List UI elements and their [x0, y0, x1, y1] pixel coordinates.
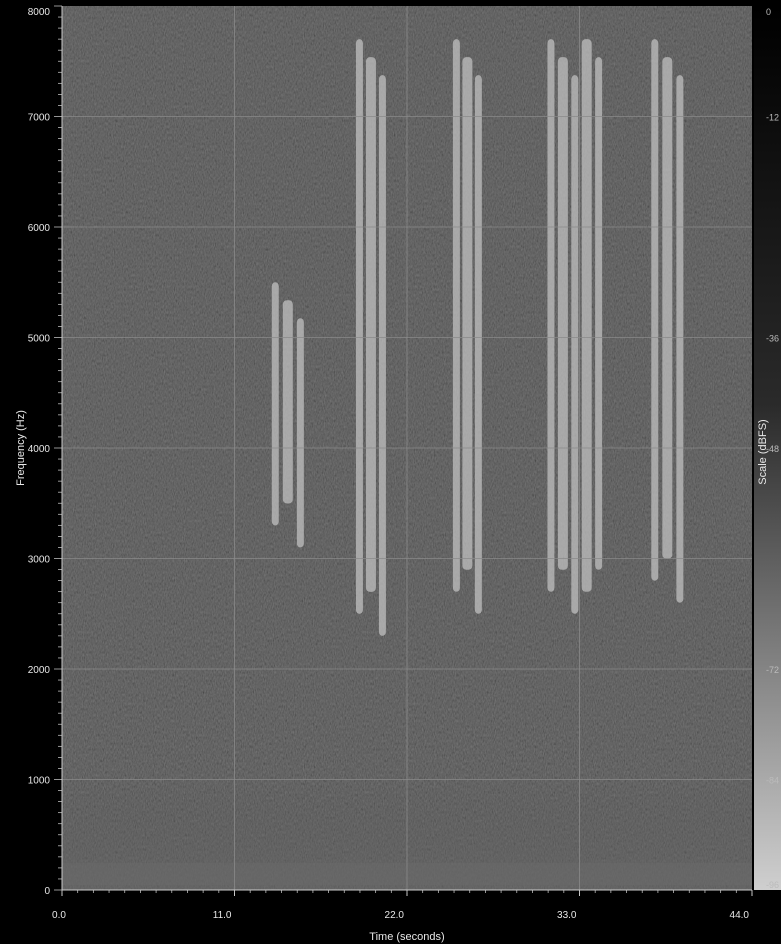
signal-events-layer	[271, 39, 684, 636]
y-tick-label: 6000	[28, 223, 51, 234]
y-tick-label: 8000	[28, 7, 51, 18]
y-tick-label: 0	[44, 886, 50, 897]
signal-streak	[271, 282, 279, 526]
signal-streak	[296, 318, 304, 548]
x-tick-label: 33.0	[557, 910, 577, 921]
signal-streak	[557, 57, 568, 570]
colorbar-tick-label: -48	[766, 444, 779, 454]
y-tick-label: 7000	[28, 113, 51, 124]
signal-streak	[547, 39, 555, 592]
signal-streak	[581, 39, 592, 592]
signal-streak	[651, 39, 659, 581]
signal-streak	[378, 75, 386, 636]
x-tick-label: 44.0	[730, 910, 750, 921]
signal-streak	[595, 57, 603, 570]
grid-layer	[62, 6, 752, 890]
signal-streak	[365, 57, 376, 592]
signal-streak	[676, 75, 684, 603]
x-axis-title: Time (seconds)	[369, 931, 444, 943]
colorbar-tick-label: -84	[766, 776, 779, 786]
y-axis-title: Frequency (Hz)	[15, 410, 27, 486]
signal-streak	[474, 75, 482, 614]
signal-streak	[282, 300, 293, 504]
colorbar-ticks: 0 -12 -36 -48 -72 -84 -96	[766, 7, 779, 890]
signal-streak	[462, 57, 473, 570]
colorbar-tick-label: -96	[766, 880, 779, 890]
y-tick-label: 1000	[28, 776, 51, 787]
colorbar-tick-label: 0	[766, 7, 771, 17]
x-tick-label: 11.0	[213, 910, 232, 921]
y-tick-label: 3000	[28, 555, 51, 566]
signal-streak	[571, 75, 579, 614]
colorbar	[754, 6, 781, 890]
colorbar-tick-label: -12	[766, 113, 779, 123]
signal-streak	[662, 57, 673, 559]
signal-streak	[452, 39, 460, 592]
y-tick-label: 5000	[28, 334, 51, 345]
x-tick-label: 0.0	[52, 910, 66, 921]
colorbar-title: Scale (dBFS)	[757, 419, 769, 484]
y-tick-label: 2000	[28, 665, 51, 676]
ticks-layer: 0.0 11.0 22.0 33.0 44.0 0 1000 2000 3000 4000 5000…	[28, 5, 753, 921]
colorbar-tick-label: -72	[766, 665, 779, 675]
x-tick-label: 22.0	[385, 910, 405, 921]
signal-streak	[355, 39, 363, 614]
colorbar-tick-label: -36	[766, 334, 779, 344]
y-tick-label: 4000	[28, 444, 51, 455]
